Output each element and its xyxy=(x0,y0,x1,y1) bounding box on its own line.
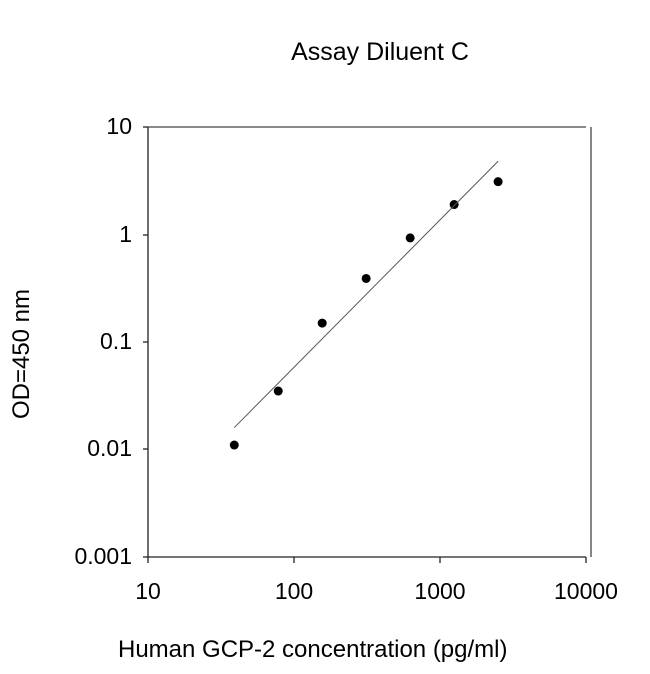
x-tick-label: 1000 xyxy=(414,578,466,604)
x-tick-label: 10000 xyxy=(554,578,618,604)
data-point xyxy=(361,273,371,283)
y-tick-label: 0.1 xyxy=(100,328,132,354)
fit-line xyxy=(233,160,499,428)
y-tick-label: 1 xyxy=(119,221,132,247)
data-series xyxy=(229,160,503,450)
x-tick-label: 100 xyxy=(274,578,314,604)
data-point xyxy=(493,177,503,187)
y-tick-label: 0.001 xyxy=(74,543,132,569)
y-tick-label: 0.01 xyxy=(87,435,132,461)
data-point xyxy=(449,200,459,210)
axes xyxy=(143,126,592,563)
y-tick-label: 10 xyxy=(106,113,132,139)
x-tick-label: 10 xyxy=(135,578,161,604)
chart-title: Assay Diluent C xyxy=(291,38,469,66)
y-axis-label: OD=450 nm xyxy=(8,288,35,420)
data-point xyxy=(317,318,327,328)
data-point xyxy=(229,440,239,450)
data-point xyxy=(405,233,415,243)
x-axis-label: Human GCP-2 concentration (pg/ml) xyxy=(118,636,508,663)
data-point xyxy=(273,386,283,396)
